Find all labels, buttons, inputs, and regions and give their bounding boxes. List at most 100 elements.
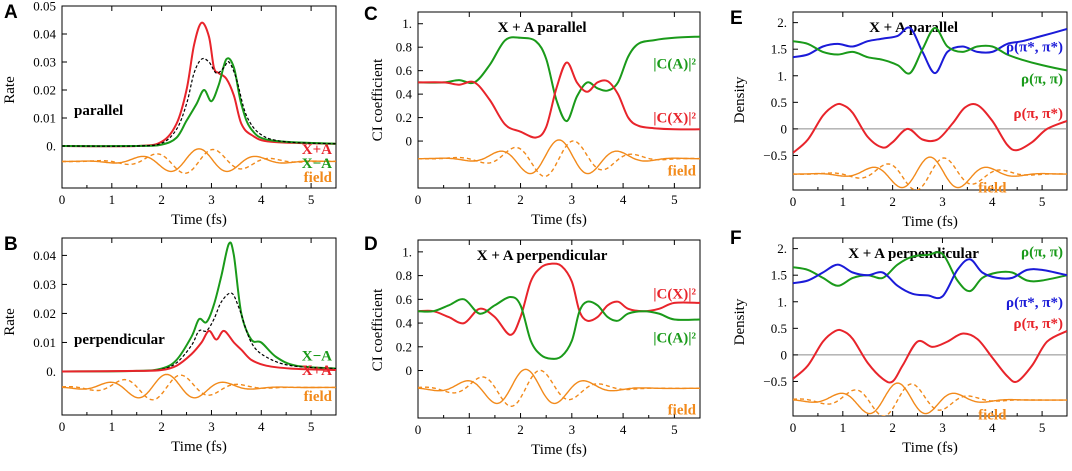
field-curve xyxy=(418,368,700,405)
x-axis-title: Time (fs) xyxy=(531,442,587,458)
x-axis-title: Time (fs) xyxy=(902,440,958,456)
series-line xyxy=(793,328,1067,384)
x-tick-label: 1 xyxy=(109,419,116,434)
series-line xyxy=(62,21,336,148)
series-label: X−A xyxy=(302,349,332,365)
x-axis-title: Time (fs) xyxy=(902,214,958,230)
y-tick-label: 0 xyxy=(781,121,788,136)
x-tick-label: 5 xyxy=(1039,420,1046,435)
plot-area xyxy=(793,26,1067,190)
panel-title: X + A parallel xyxy=(869,20,958,36)
field-curve-dashed xyxy=(62,148,336,175)
field-curve xyxy=(62,148,336,173)
plot-frame xyxy=(61,5,337,189)
series-label: |C(A)|² xyxy=(653,57,696,73)
series-label: field xyxy=(978,407,1007,423)
x-tick-label: 3 xyxy=(939,420,946,435)
panel-letter: C xyxy=(364,4,378,25)
series-label: ρ(π, π*) xyxy=(1014,106,1063,122)
field-curve xyxy=(793,382,1067,415)
x-tick-label: 4 xyxy=(989,194,996,209)
plot-area xyxy=(418,35,700,178)
x-tick-label: 4 xyxy=(989,420,996,435)
y-tick-label: 1. xyxy=(777,68,787,83)
series-label: field xyxy=(978,180,1007,196)
field-curve xyxy=(793,156,1067,189)
y-tick-label: 0.5 xyxy=(771,95,787,110)
y-tick-label: 0.4 xyxy=(396,87,413,102)
y-tick-label: 0.2 xyxy=(396,339,412,354)
x-tick-label: 0 xyxy=(415,422,422,437)
series-line xyxy=(793,26,1067,75)
panel-e: E 0 1 2 3 4 5 −0.5 0 0.5 1. 1.5 2. Time (fs) Density X … xyxy=(730,8,1068,230)
series-label: X+A xyxy=(302,142,332,158)
panel-letter: A xyxy=(4,2,18,23)
series-line xyxy=(418,61,700,139)
x-tick-label: 5 xyxy=(308,419,315,434)
series-label: field xyxy=(668,403,697,419)
x-tick-label: 3 xyxy=(569,422,576,437)
series-line xyxy=(62,57,336,148)
plot-frame xyxy=(792,11,1068,191)
x-tick-label: 4 xyxy=(258,419,265,434)
y-tick-label: 0.01 xyxy=(33,335,56,350)
x-tick-label: 1 xyxy=(840,420,847,435)
x-tick-label: 2 xyxy=(889,420,896,435)
y-tick-label: 0 xyxy=(781,347,788,362)
panel-f: F 0 1 2 3 4 5 −0.5 0 0.5 1. 1.5 2. Time (fs) Density X … xyxy=(730,228,1068,456)
x-tick-label: 0 xyxy=(415,192,422,207)
plot-area xyxy=(62,241,336,401)
y-axis-title: CI coefficient xyxy=(370,288,386,371)
series-label: X+A xyxy=(302,363,332,379)
series-label: field xyxy=(304,170,333,186)
x-tick-label: 1 xyxy=(466,422,473,437)
x-tick-label: 5 xyxy=(671,422,678,437)
series-line xyxy=(62,57,336,147)
x-axis-title: Time (fs) xyxy=(531,212,587,228)
series-line xyxy=(62,241,336,373)
x-tick-label: 0 xyxy=(59,419,66,434)
x-tick-label: 3 xyxy=(208,192,215,207)
series-label: ρ(π, π) xyxy=(1021,244,1063,260)
y-tick-label: 0.8 xyxy=(396,40,412,55)
y-tick-label: 1. xyxy=(777,294,787,309)
series-line xyxy=(62,292,336,373)
x-tick-label: 2 xyxy=(158,419,165,434)
y-tick-label: 0.8 xyxy=(396,268,412,283)
y-tick-label: 0.02 xyxy=(33,83,56,98)
plot-frame xyxy=(417,239,701,419)
y-tick-label: −0.5 xyxy=(763,148,787,163)
y-axis-title: CI coefficient xyxy=(370,58,386,141)
y-tick-label: 1. xyxy=(402,244,412,259)
x-tick-label: 1 xyxy=(840,194,847,209)
x-tick-label: 3 xyxy=(208,419,215,434)
y-tick-label: 0. xyxy=(46,139,56,154)
y-tick-label: 0.6 xyxy=(396,63,413,78)
y-tick-label: 0.2 xyxy=(396,110,412,125)
x-tick-label: 4 xyxy=(620,192,627,207)
plot-area xyxy=(418,262,700,408)
x-tick-label: 1 xyxy=(466,192,473,207)
x-tick-label: 4 xyxy=(258,192,265,207)
series-line xyxy=(793,258,1067,300)
y-tick-label: 0.04 xyxy=(33,248,56,263)
x-axis-title: Time (fs) xyxy=(171,212,227,228)
y-tick-label: 0.4 xyxy=(396,316,413,331)
y-tick-label: 0.03 xyxy=(33,55,56,70)
field-curve-dashed xyxy=(62,374,336,401)
field-curve-dashed xyxy=(793,157,1067,190)
panel-title: X + A parallel xyxy=(498,20,587,36)
x-tick-label: 0 xyxy=(790,194,797,209)
y-axis-title: Density xyxy=(732,298,748,345)
x-tick-label: 3 xyxy=(939,194,946,209)
panel-title: X + A perpendicular xyxy=(848,246,979,262)
panel-letter: E xyxy=(730,8,743,29)
panel-letter: F xyxy=(730,228,742,249)
x-tick-label: 2 xyxy=(158,192,165,207)
plot-frame xyxy=(417,11,701,189)
series-line xyxy=(793,26,1067,75)
plot-area xyxy=(62,21,336,175)
y-tick-label: 0. xyxy=(46,364,56,379)
plot-frame xyxy=(61,237,337,416)
